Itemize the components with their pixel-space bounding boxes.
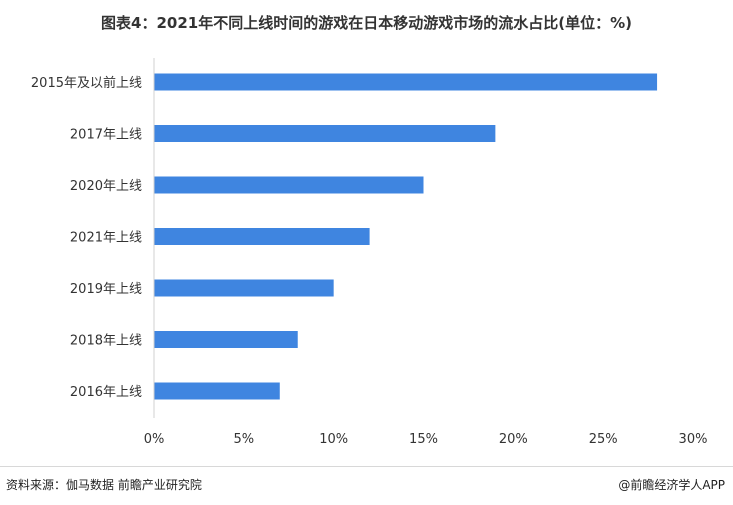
x-tick-label: 5% (234, 432, 255, 447)
category-label: 2019年上线 (70, 282, 142, 297)
category-label: 2021年上线 (70, 231, 142, 246)
footer-divider (0, 466, 733, 467)
category-label: 2017年上线 (70, 128, 142, 143)
bar (154, 331, 298, 348)
x-tick-labels: 0% 5% 10% 15% 20% 25% 30% (144, 432, 708, 447)
x-tick-label: 25% (589, 432, 618, 447)
x-tick-label: 10% (319, 432, 348, 447)
bar (154, 228, 370, 245)
category-label: 2016年上线 (70, 385, 142, 400)
bars-layer (154, 73, 658, 400)
chart-title: 图表4：2021年不同上线时间的游戏在日本移动游戏市场的流水占比(单位：%) (101, 14, 632, 32)
x-tick-label: 20% (499, 432, 528, 447)
source-text: 资料来源：伽马数据 前瞻产业研究院 (6, 478, 202, 492)
category-label: 2020年上线 (70, 179, 142, 194)
brand-text: @前瞻经济学人APP (618, 478, 725, 492)
x-tick-label: 15% (409, 432, 438, 447)
category-labels: 2015年及以前上线 2017年上线 2020年上线 2021年上线 2019年上线 20… (31, 75, 142, 400)
x-tick-label: 30% (679, 432, 708, 447)
category-label: 2015年及以前上线 (31, 75, 142, 91)
bar (154, 382, 280, 400)
bar (154, 125, 496, 142)
bar (154, 73, 658, 91)
category-label: 2018年上线 (70, 334, 142, 349)
bar (154, 176, 424, 194)
x-tick-label: 0% (144, 432, 165, 447)
bar (154, 279, 334, 297)
